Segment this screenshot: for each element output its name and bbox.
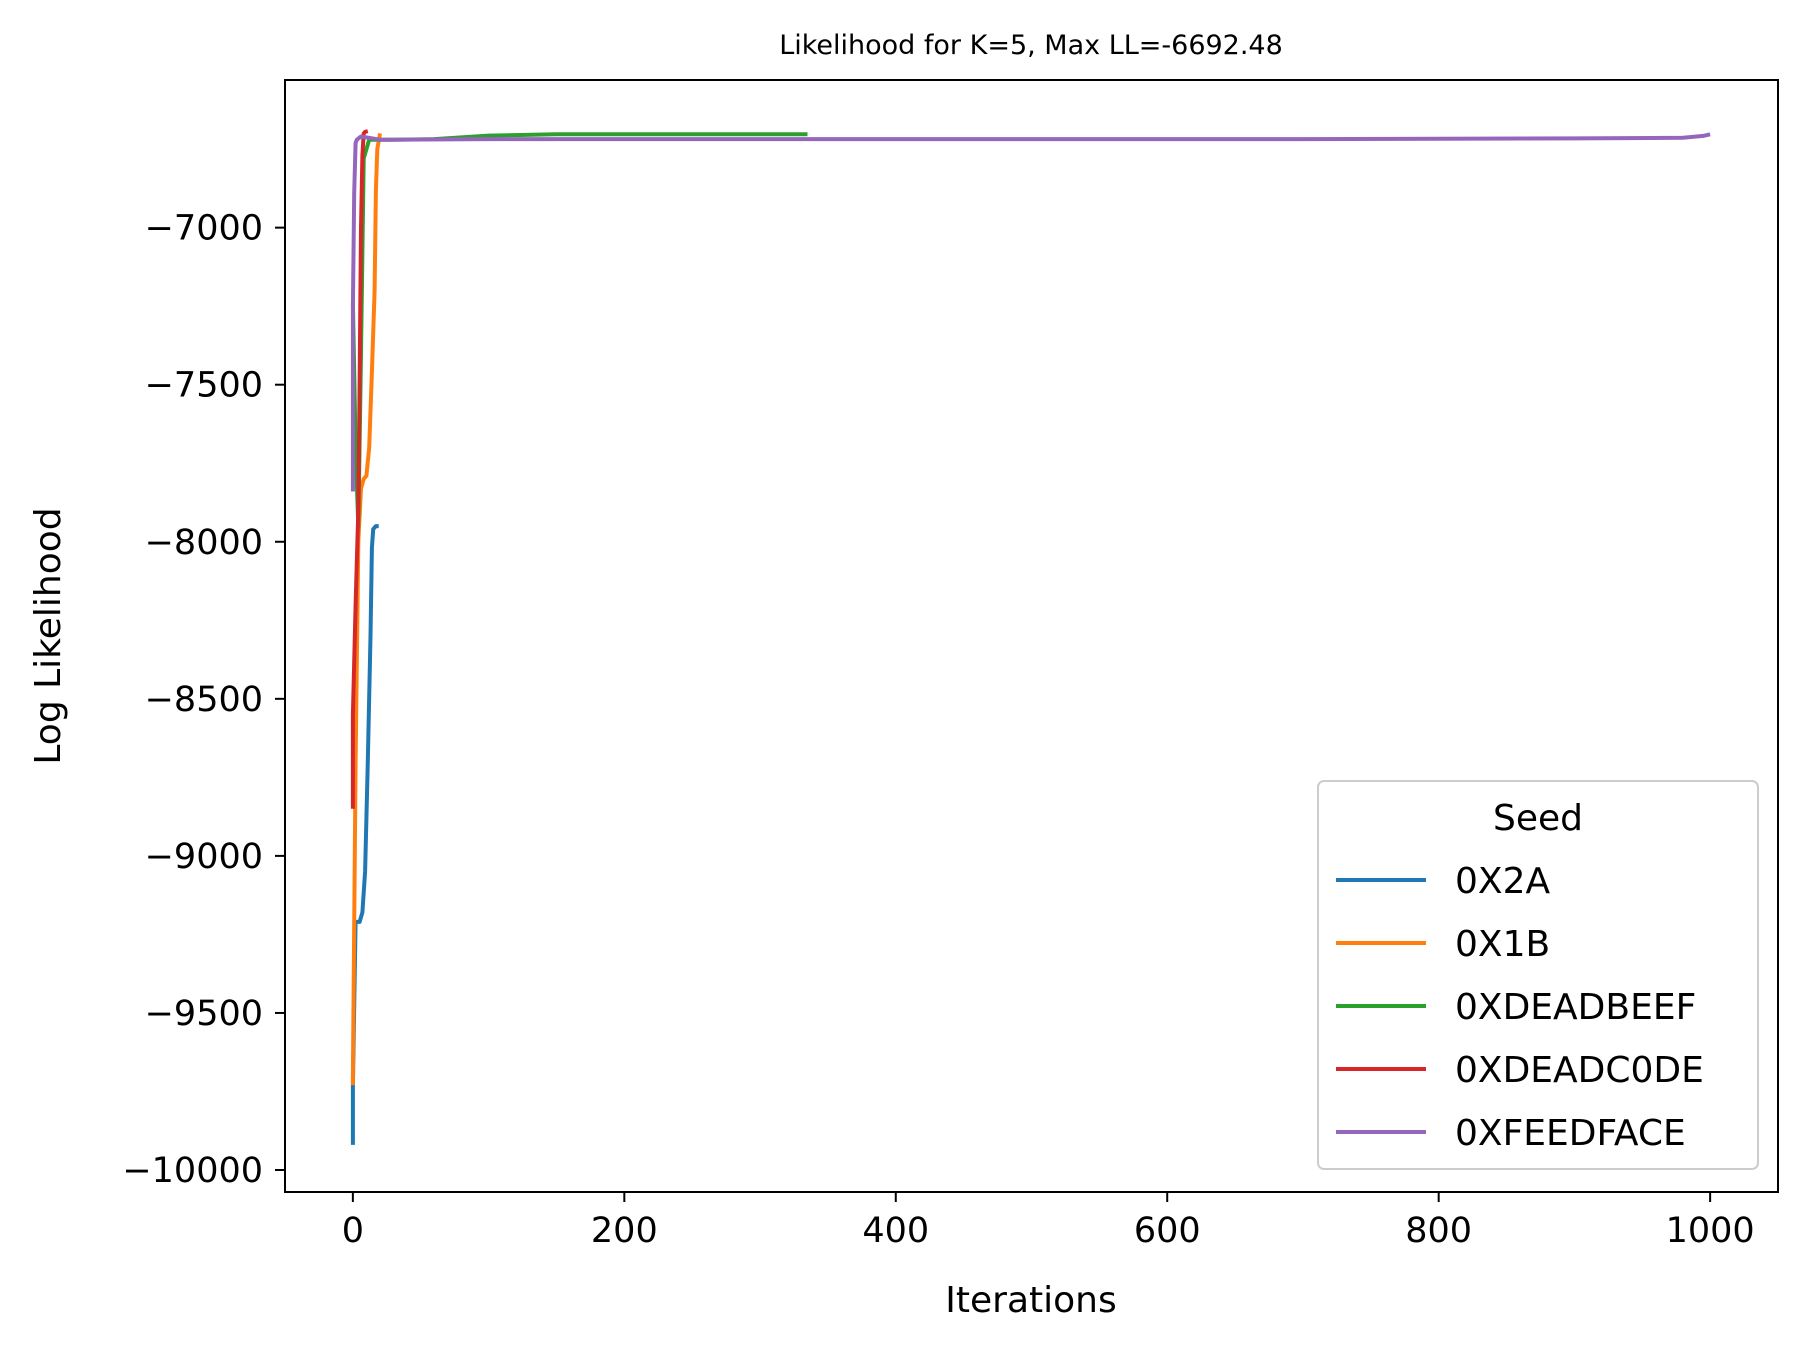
x-tick-label: 600 — [1134, 1211, 1201, 1251]
x-tick-label: 400 — [862, 1211, 929, 1251]
x-tick-label: 800 — [1405, 1211, 1472, 1251]
y-tick-label: −8500 — [145, 680, 263, 720]
chart-title: Likelihood for K=5, Max LL=-6692.48 — [779, 30, 1283, 61]
legend-label-4: 0XFEEDFACE — [1455, 1113, 1686, 1154]
legend-label-3: 0XDEADC0DE — [1455, 1050, 1704, 1091]
series-line-4 — [350, 132, 1711, 492]
y-tick-label: −9500 — [145, 994, 263, 1034]
y-tick-label: −7000 — [145, 209, 263, 249]
x-axis: 0 200 400 600 800 1000 — [342, 1192, 1755, 1251]
y-axis: −10000 −9500 −9000 −8500 −8000 −7500 −7000 — [122, 209, 285, 1191]
legend: Seed 0X2A 0X1B 0XDEADBEEF 0XDEADC0DE 0XFEEDF… — [1317, 780, 1759, 1170]
legend-label-0: 0X2A — [1455, 861, 1550, 902]
y-axis-label: Log Likelihood — [28, 507, 69, 764]
y-tick-label: −9000 — [145, 837, 263, 877]
series-group — [350, 129, 1711, 1145]
series-line-1 — [350, 133, 382, 1086]
series-line-3 — [350, 129, 369, 809]
x-tick-label: 0 — [342, 1211, 364, 1251]
legend-label-2: 0XDEADBEEF — [1455, 987, 1696, 1028]
legend-box — [1317, 780, 1759, 1170]
y-tick-label: −8000 — [145, 523, 263, 563]
y-tick-label: −7500 — [145, 366, 263, 406]
x-tick-label: 200 — [591, 1211, 658, 1251]
plot-frame — [284, 79, 1779, 1193]
legend-title: Seed — [1493, 798, 1583, 839]
y-tick-label: −10000 — [122, 1151, 263, 1191]
x-axis-label: Iterations — [945, 1280, 1116, 1321]
legend-label-1: 0X1B — [1455, 924, 1550, 965]
x-tick-label: 1000 — [1666, 1211, 1755, 1251]
